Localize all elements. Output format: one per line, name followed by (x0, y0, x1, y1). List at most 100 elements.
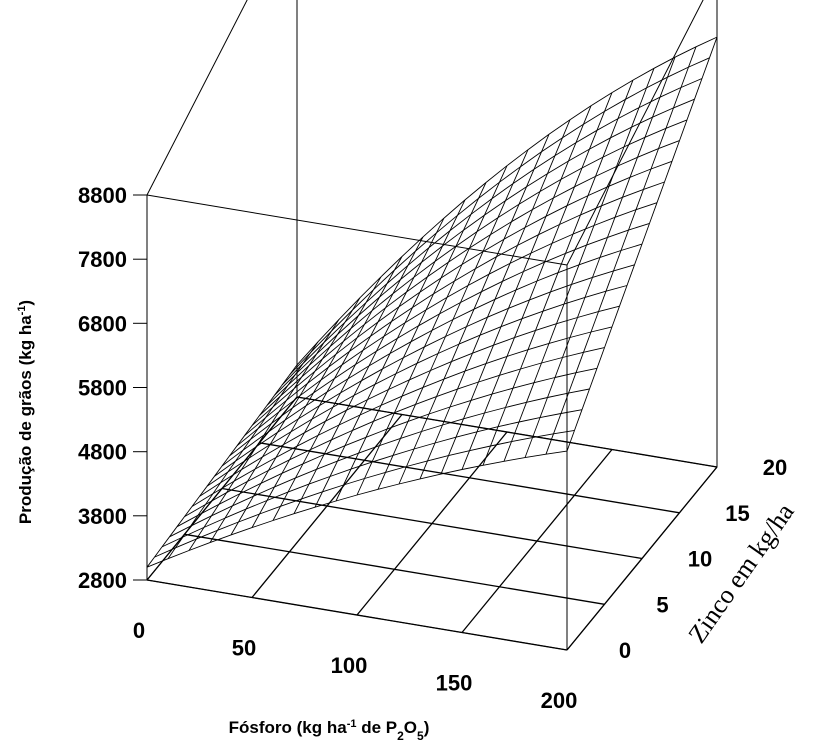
surface-line (299, 383, 308, 396)
surface-line (175, 536, 184, 549)
surface-line (643, 181, 665, 190)
surface-line (380, 395, 403, 406)
surface-line (541, 357, 563, 364)
surface-line (355, 350, 364, 365)
surface-line (674, 46, 697, 58)
surface-line (232, 493, 241, 507)
surface-line (515, 271, 524, 291)
surface-line (230, 527, 253, 536)
surface-line (583, 347, 605, 353)
z-tick-label: 6800 (78, 311, 127, 336)
surface-line (641, 223, 650, 245)
surface-line (521, 310, 544, 320)
surface-line (539, 173, 548, 192)
surface-line (440, 469, 463, 475)
surface-line (461, 247, 470, 265)
surface-line (535, 323, 557, 331)
surface-line (463, 412, 485, 420)
surface-line (512, 382, 535, 389)
surface-line (379, 437, 401, 447)
surface-line (586, 225, 595, 246)
surface-line (394, 396, 403, 413)
surface-line (368, 350, 377, 367)
x-tick-label: 0 (133, 618, 145, 643)
floor-gridline (184, 533, 605, 605)
surface-line (628, 222, 650, 231)
surface-line (418, 313, 440, 327)
surface-line (337, 445, 346, 462)
surface-line (467, 273, 490, 286)
surface-line (365, 428, 388, 438)
surface-line (292, 392, 314, 409)
surface-line (548, 119, 571, 135)
surface-line (637, 137, 646, 158)
surface-line (469, 445, 491, 452)
surface-line (589, 130, 598, 150)
surface-line (206, 475, 215, 487)
surface-line (580, 195, 589, 216)
surface-line (296, 432, 305, 447)
surface-line (562, 119, 571, 138)
floor-gridline (296, 396, 718, 468)
surface-line (331, 429, 353, 441)
surface-line (370, 321, 392, 337)
surface-line (533, 151, 542, 170)
surface-line (316, 342, 325, 355)
surface-line (206, 471, 229, 487)
surface-line (505, 401, 527, 408)
surface-line (400, 265, 409, 280)
surface-line (400, 262, 422, 280)
surface-line (245, 495, 254, 510)
surface-line (269, 431, 292, 445)
surface-line (262, 444, 284, 458)
surface-line (482, 445, 491, 466)
surface-line (283, 431, 292, 445)
surface-line (442, 418, 464, 426)
surface-line (500, 318, 523, 328)
surface-line (590, 92, 613, 107)
surface-line (568, 148, 590, 162)
surface-line (203, 515, 212, 528)
surface-line (167, 547, 176, 559)
surface-line (457, 381, 479, 390)
surface-line (376, 336, 385, 352)
surface-line (329, 334, 338, 347)
surface-line (527, 330, 536, 350)
surface-line (377, 472, 386, 490)
surface-line (551, 224, 560, 244)
surface-line (349, 335, 371, 352)
x-tick-label: 200 (541, 688, 578, 713)
surface-line (583, 331, 592, 353)
surface-line (425, 293, 434, 311)
surface-line (373, 269, 395, 291)
surface-line (247, 468, 256, 482)
surface-line (457, 370, 466, 390)
surface-line (449, 388, 458, 408)
surface-line (307, 370, 316, 384)
surface-line (226, 480, 235, 493)
surface-line (433, 280, 455, 295)
surface-line (347, 365, 370, 380)
surface-line (523, 261, 545, 272)
surface-line (425, 297, 448, 311)
surface-line (281, 363, 304, 386)
surface-line (602, 137, 611, 158)
surface-line (434, 436, 457, 444)
surface-line (646, 76, 668, 89)
box-edge (566, 0, 704, 266)
z-tick-label: 5800 (78, 376, 127, 401)
surface-line (421, 413, 430, 432)
surface-line (326, 378, 335, 393)
surface-line (307, 366, 329, 384)
surface-line (358, 302, 367, 316)
surface-line (622, 177, 631, 198)
surface-line (598, 291, 607, 312)
surface-line (347, 364, 356, 379)
surface-line (161, 536, 184, 548)
surface-line (430, 353, 439, 371)
surface-line (659, 87, 682, 98)
surface-line (476, 412, 485, 432)
surface-line (364, 307, 386, 325)
surface-line (407, 404, 416, 422)
surface-line (512, 168, 535, 184)
